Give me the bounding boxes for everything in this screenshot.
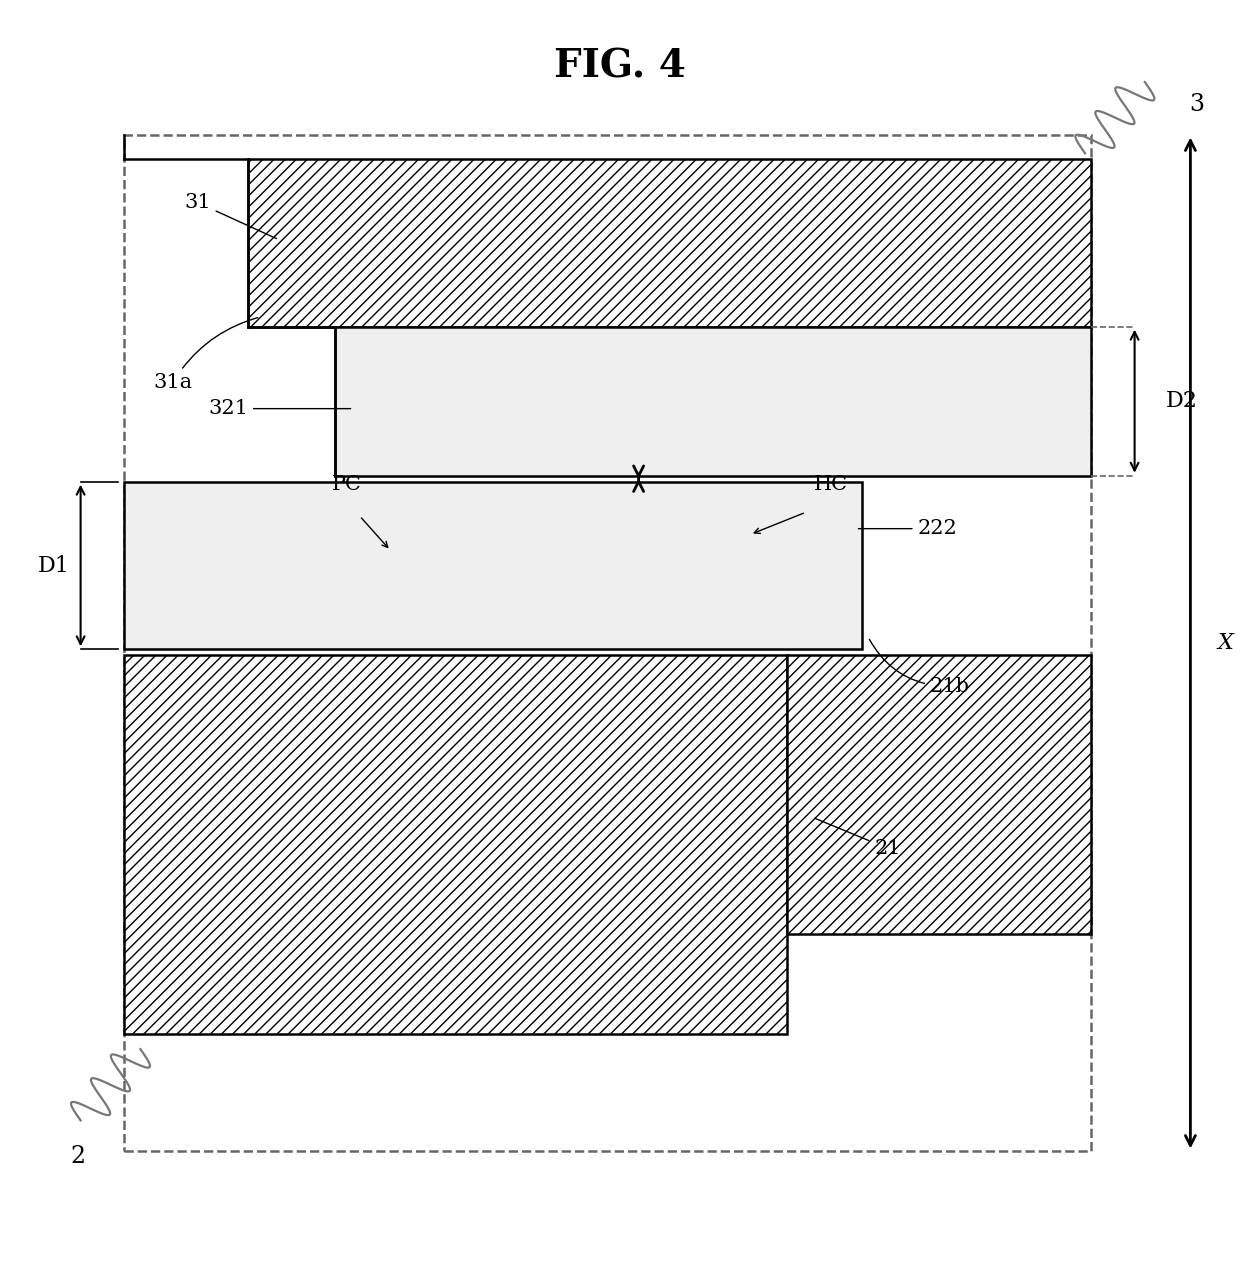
Text: FIG. 4: FIG. 4 xyxy=(554,48,686,85)
Text: D1: D1 xyxy=(37,554,69,576)
Bar xyxy=(787,656,1091,935)
Text: D2: D2 xyxy=(1166,390,1198,413)
Bar xyxy=(124,482,862,649)
Text: 222: 222 xyxy=(858,520,957,538)
Text: 21: 21 xyxy=(815,818,900,858)
Bar xyxy=(124,656,787,1034)
Bar xyxy=(124,135,1091,1151)
Text: 321: 321 xyxy=(208,399,351,418)
Text: X: X xyxy=(1218,631,1234,655)
Text: 21b: 21b xyxy=(869,639,970,696)
Text: 2: 2 xyxy=(71,1146,86,1168)
Text: 31a: 31a xyxy=(153,318,258,392)
Bar xyxy=(335,327,1091,476)
Text: 31: 31 xyxy=(184,193,277,239)
Text: PC: PC xyxy=(332,476,362,494)
Bar xyxy=(248,159,1091,327)
Text: 3: 3 xyxy=(1189,93,1204,116)
Text: HC: HC xyxy=(813,476,848,494)
